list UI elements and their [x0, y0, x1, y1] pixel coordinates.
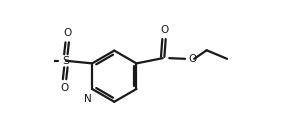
Text: O: O [160, 25, 168, 35]
Text: N: N [84, 94, 92, 104]
Text: O: O [63, 28, 71, 38]
Text: O: O [60, 83, 69, 93]
Text: O: O [188, 54, 197, 64]
Text: S: S [62, 56, 70, 66]
